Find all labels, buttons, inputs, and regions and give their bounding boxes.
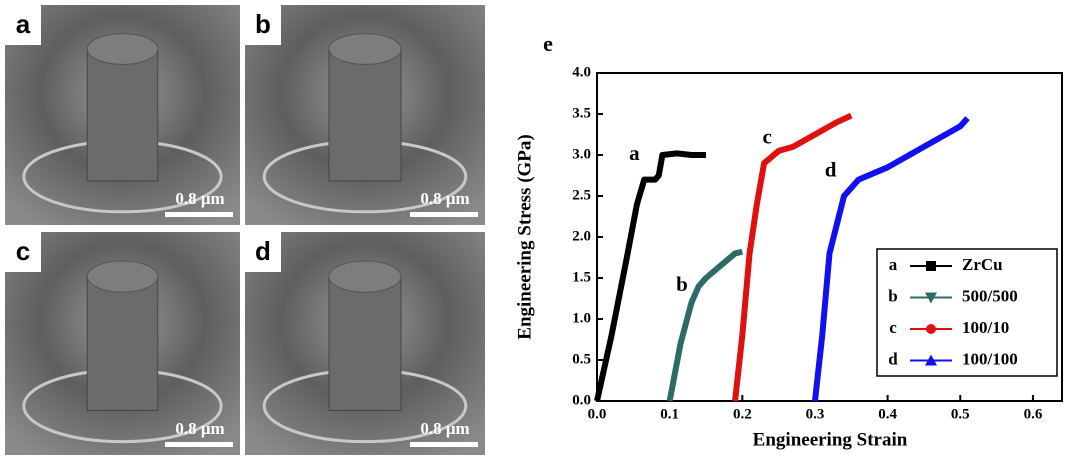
y-tick-label: 1.5 (572, 269, 591, 285)
x-tick-label: 0.5 (951, 406, 970, 422)
legend-label: 500/500 (962, 286, 1018, 305)
scale-label: 0.8 μm (175, 189, 224, 208)
y-tick-label: 0.5 (572, 351, 591, 367)
curve-label: a (629, 141, 640, 165)
scale-label: 0.8 μm (175, 419, 224, 438)
legend-tag: a (889, 255, 898, 274)
pillar (86, 48, 159, 182)
legend-marker (926, 261, 936, 271)
scale-label: 0.8 μm (420, 419, 469, 438)
label-box (5, 232, 41, 272)
scale-bar (165, 442, 233, 447)
x-tick-label: 0.2 (733, 406, 752, 422)
series-line (732, 112, 853, 402)
series-line (811, 116, 970, 402)
label-box (245, 5, 281, 45)
pillar-top (328, 260, 402, 293)
y-tick-label: 3.0 (572, 146, 591, 162)
panel-label: c (16, 236, 30, 266)
series-line (666, 248, 743, 402)
x-tick-label: 0.0 (588, 406, 607, 422)
panel-label: a (16, 9, 31, 39)
legend-label: 100/10 (962, 318, 1009, 337)
series-line (594, 150, 706, 402)
x-tick-label: 0.1 (660, 406, 679, 422)
curve-label: b (676, 272, 688, 296)
panel-label: b (255, 9, 271, 39)
y-tick-label: 0.0 (572, 392, 591, 408)
legend-tag: c (889, 318, 897, 337)
legend-tag: b (888, 286, 897, 305)
scale-bar (410, 212, 478, 217)
legend-label: ZrCu (962, 255, 1003, 274)
x-tick-label: 0.4 (878, 406, 897, 422)
legend-tag: d (888, 349, 898, 368)
pillar (328, 48, 402, 182)
curve-label: c (763, 125, 772, 149)
y-axis-label: Engineering Stress (GPa) (514, 134, 535, 339)
y-tick-label: 2.0 (572, 228, 591, 244)
y-tick-label: 4.0 (572, 64, 591, 80)
legend-marker (925, 354, 937, 366)
y-tick-label: 1.0 (572, 310, 591, 326)
pillar-top (328, 33, 402, 65)
label-box (5, 5, 41, 45)
legend-label: 100/100 (962, 349, 1018, 368)
legend-box (876, 248, 1058, 377)
panel-label: d (255, 236, 271, 266)
pillar (328, 276, 402, 411)
legend-marker (926, 324, 936, 334)
scale-label: 0.8 μm (420, 189, 469, 208)
x-tick-label: 0.3 (806, 406, 825, 422)
scale-bar (410, 442, 478, 447)
curve-label: d (825, 157, 837, 181)
label-box (245, 232, 281, 272)
pillar (86, 276, 159, 411)
scale-bar (165, 212, 233, 217)
x-tick-label: 0.6 (1024, 406, 1043, 422)
panel-title: e (543, 31, 553, 56)
pillar-top (86, 260, 159, 293)
legend-marker (925, 292, 937, 304)
y-tick-label: 3.5 (572, 105, 591, 121)
y-tick-label: 2.5 (572, 187, 591, 203)
x-axis-label: Engineering Strain (753, 429, 908, 450)
pillar-top (86, 33, 159, 65)
